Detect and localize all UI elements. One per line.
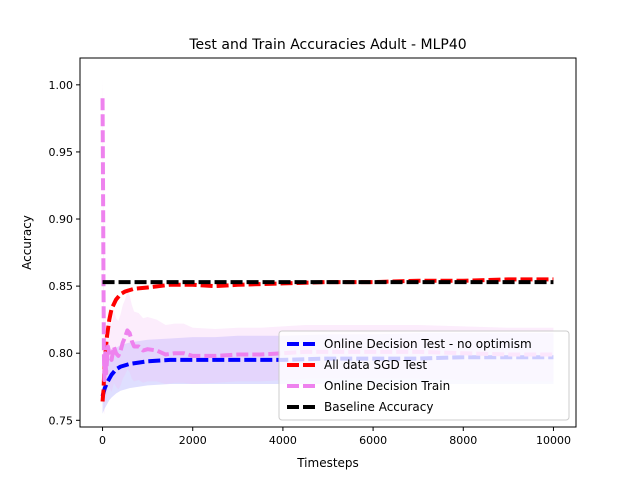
y-tick-label: 0.85 [49,280,74,293]
x-tick-label: 2000 [179,434,207,447]
y-axis-label: Accuracy [20,215,34,270]
legend-label: Online Decision Train [324,379,450,393]
legend-box [278,330,570,421]
y-tick-label: 0.80 [49,347,74,360]
legend-label: Online Decision Test - no optimism [324,337,532,351]
y-axis: 0.75 0.80 0.85 0.90 0.95 1.00 [49,79,80,427]
legend-label: All data SGD Test [324,358,427,372]
y-tick-label: 0.95 [49,146,74,159]
series-2-band [102,78,554,414]
x-tick-label: 6000 [359,434,387,447]
x-tick-label: 4000 [269,434,297,447]
x-tick-label: 10000 [536,434,571,447]
y-tick-label: 0.75 [49,414,74,427]
x-tick-label: 8000 [449,434,477,447]
x-axis: 0 2000 4000 6000 8000 10000 [99,427,571,447]
y-tick-label: 0.90 [49,213,74,226]
legend: Online Decision Test - no optimism All da… [278,330,570,421]
x-tick-label: 0 [99,434,106,447]
series-0-line [100,355,554,397]
chart-title: Test and Train Accuracies Adult - MLP40 [188,37,466,53]
legend-label: Baseline Accuracy [324,400,433,414]
plot-area [79,57,577,428]
y-tick-label: 1.00 [49,79,74,92]
x-axis-label: Timesteps [296,456,359,470]
